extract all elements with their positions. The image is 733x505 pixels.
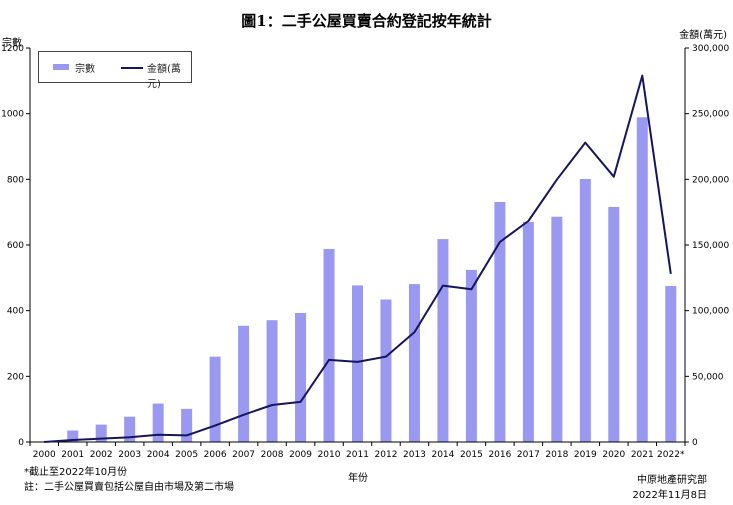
x-tick-label: 2009 bbox=[289, 450, 312, 460]
left-tick-label: 1000 bbox=[1, 110, 24, 120]
x-tick-label: 2020 bbox=[602, 450, 625, 460]
x-tick-label: 2005 bbox=[175, 450, 198, 460]
left-tick-label: 800 bbox=[7, 175, 24, 185]
legend-line-label: 金額(萬元) bbox=[147, 64, 181, 90]
asterisk-note: *截止至2022年10月份 bbox=[24, 467, 128, 478]
bar-2015 bbox=[465, 269, 477, 442]
x-tick-label: 2018 bbox=[545, 450, 568, 460]
x-tick-label: 2019 bbox=[574, 450, 597, 460]
bar-2018 bbox=[551, 216, 563, 442]
x-tick-label: 2014 bbox=[431, 450, 454, 460]
bar-2019 bbox=[579, 179, 591, 442]
bar-2011 bbox=[352, 285, 363, 442]
bar-2016 bbox=[494, 201, 506, 442]
x-tick-label: 2000 bbox=[33, 450, 56, 460]
axes bbox=[26, 47, 689, 446]
x-tick-label: 2017 bbox=[517, 450, 540, 460]
right-tick-label: 300,000 bbox=[692, 44, 729, 54]
left-tick-label: 1200 bbox=[1, 44, 24, 54]
bar-series bbox=[67, 117, 677, 443]
x-tick-label: 2007 bbox=[232, 450, 255, 460]
right-tick-label: 0 bbox=[692, 438, 698, 448]
date-label: 2022年11月8日 bbox=[632, 490, 707, 501]
bar-2002 bbox=[95, 424, 107, 442]
bar-2005 bbox=[181, 408, 193, 442]
x-tick-label: 2022* bbox=[657, 450, 685, 460]
x-tick-label: 2011 bbox=[346, 450, 369, 460]
x-tick-label: 2003 bbox=[118, 450, 141, 460]
x-tick-label: 2006 bbox=[204, 450, 227, 460]
bar-2010 bbox=[323, 248, 335, 442]
right-tick-label: 100,000 bbox=[692, 307, 729, 317]
footnote: 註：二手公屋買賣包括公屋自由市場及第二市場 bbox=[24, 482, 234, 493]
legend-bar-label: 宗數 bbox=[75, 64, 95, 75]
x-tick-label: 2008 bbox=[261, 450, 284, 460]
x-tick-label: 2015 bbox=[460, 450, 483, 460]
legend: 宗數 金額(萬元) bbox=[38, 51, 192, 90]
right-axis-title: 金額(萬元) bbox=[679, 30, 727, 41]
x-axis-title: 年份 bbox=[348, 473, 368, 484]
left-tick-label: 200 bbox=[7, 372, 24, 382]
x-tick-label: 2002 bbox=[90, 450, 113, 460]
bar-2008 bbox=[266, 320, 278, 442]
left-tick-label: 0 bbox=[18, 438, 24, 448]
bar-2020 bbox=[608, 206, 620, 442]
bar-2006 bbox=[209, 356, 221, 442]
right-tick-label: 250,000 bbox=[692, 110, 729, 120]
left-tick-label: 600 bbox=[7, 241, 24, 251]
x-tick-label: 2013 bbox=[403, 450, 426, 460]
right-tick-label: 150,000 bbox=[692, 241, 729, 251]
bar-2004 bbox=[152, 403, 164, 442]
bar-2013 bbox=[408, 284, 420, 442]
bar-2017 bbox=[522, 222, 534, 442]
bar-2014 bbox=[437, 239, 449, 442]
x-tick-label: 2021 bbox=[631, 450, 654, 460]
right-tick-label: 200,000 bbox=[692, 175, 729, 185]
bar-2007 bbox=[238, 325, 250, 442]
right-tick-label: 50,000 bbox=[692, 372, 724, 382]
bar-2012 bbox=[380, 299, 392, 442]
x-tick-label: 2012 bbox=[375, 450, 398, 460]
source-label: 中原地產研究部 bbox=[637, 475, 707, 486]
bar-2009 bbox=[295, 312, 307, 442]
line-series bbox=[44, 74, 672, 443]
bar-2003 bbox=[124, 416, 136, 442]
left-axis-title: 宗數 bbox=[2, 38, 22, 49]
x-tick-label: 2001 bbox=[61, 450, 84, 460]
bar-2001 bbox=[67, 430, 79, 442]
x-tick-label: 2010 bbox=[318, 450, 341, 460]
legend-bar-swatch bbox=[53, 64, 69, 70]
bar-2022* bbox=[665, 286, 677, 442]
tick-labels: 0 200 400 600 800 1000 1200 0 50,000 100,000 150,0… bbox=[1, 44, 729, 460]
left-tick-label: 400 bbox=[7, 307, 24, 317]
chart-title: 圖1：二手公屋買賣合約登記按年統計 bbox=[241, 12, 492, 30]
bar-2021 bbox=[636, 117, 648, 443]
x-tick-label: 2004 bbox=[147, 450, 170, 460]
line-amount bbox=[44, 74, 672, 443]
legend-line-swatch bbox=[121, 67, 143, 69]
x-tick-label: 2016 bbox=[488, 450, 511, 460]
